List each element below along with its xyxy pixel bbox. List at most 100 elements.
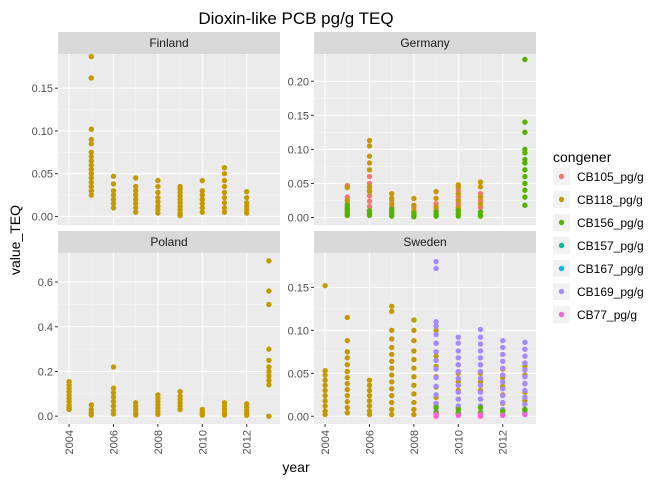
legend-key-swatch xyxy=(558,311,565,318)
data-point xyxy=(477,326,484,333)
legend-item: CB118_pg/g xyxy=(553,191,643,208)
data-point xyxy=(500,386,506,392)
data-point xyxy=(221,189,228,196)
data-point xyxy=(522,387,528,394)
data-point xyxy=(344,184,350,191)
data-point xyxy=(477,355,484,361)
data-point xyxy=(477,362,484,368)
y-tick-label: 0.0 xyxy=(38,411,53,423)
data-point xyxy=(221,194,228,201)
data-point xyxy=(389,344,395,351)
x-tick-label: 2010 xyxy=(197,430,209,454)
data-point xyxy=(133,175,139,181)
data-point xyxy=(433,265,439,272)
data-point xyxy=(344,398,350,405)
x-tick-label: 2006 xyxy=(365,430,377,454)
data-point xyxy=(411,374,417,380)
chart-title: Dioxin-like PCB pg/g TEQ xyxy=(198,9,393,28)
data-point xyxy=(433,327,439,334)
data-point xyxy=(266,377,272,384)
y-tick-label: 0.05 xyxy=(288,178,309,190)
data-point xyxy=(221,205,228,211)
data-point xyxy=(500,337,506,344)
legend-key-swatch xyxy=(558,173,565,180)
data-point xyxy=(411,327,417,334)
data-point xyxy=(500,379,506,385)
data-point xyxy=(344,314,350,321)
data-point xyxy=(133,196,139,203)
data-point xyxy=(266,382,272,388)
data-point xyxy=(433,319,439,325)
y-tick-label: 0.6 xyxy=(38,277,53,289)
data-point xyxy=(477,213,484,219)
data-point xyxy=(433,213,439,219)
data-point xyxy=(199,200,205,207)
data-point xyxy=(411,365,417,371)
data-point xyxy=(522,180,528,187)
x-tick-label: 2006 xyxy=(109,430,121,454)
data-point xyxy=(522,119,528,125)
data-point xyxy=(389,213,395,219)
data-point xyxy=(389,372,395,378)
data-point xyxy=(455,362,461,368)
data-point xyxy=(433,323,439,329)
data-point xyxy=(366,188,373,195)
data-point xyxy=(110,200,117,207)
data-point xyxy=(110,188,117,194)
data-point xyxy=(155,194,161,201)
data-point xyxy=(389,386,395,392)
data-point xyxy=(322,372,328,378)
data-point xyxy=(433,204,439,210)
data-point xyxy=(366,173,373,180)
data-point xyxy=(199,188,205,194)
data-point xyxy=(433,188,439,195)
data-point xyxy=(477,382,484,389)
data-point xyxy=(221,165,228,171)
data-point xyxy=(455,197,461,204)
data-point xyxy=(522,129,528,136)
data-point xyxy=(266,413,272,419)
data-point xyxy=(88,402,95,408)
facet-poland: Poland 0.0 0.2 0.4 0.6 2004 2006 2008 2010 2012 xyxy=(38,231,280,454)
data-point xyxy=(477,348,484,354)
y-tick-label: 0.00 xyxy=(32,211,53,223)
data-point xyxy=(477,368,484,375)
data-point xyxy=(344,368,350,375)
data-point xyxy=(389,201,395,207)
x-axis-label: year xyxy=(282,459,310,475)
legend-label: CB156_pg/g xyxy=(577,216,644,230)
data-point xyxy=(110,196,117,203)
data-point xyxy=(389,379,395,385)
data-point xyxy=(88,126,95,132)
data-point xyxy=(433,258,439,265)
data-point xyxy=(522,411,528,418)
data-point xyxy=(88,149,95,156)
data-point xyxy=(88,175,95,181)
data-point xyxy=(322,382,328,389)
data-point xyxy=(500,365,506,371)
data-point xyxy=(411,356,417,363)
data-point xyxy=(221,412,228,418)
data-point xyxy=(389,365,395,371)
data-point xyxy=(344,410,350,416)
data-point xyxy=(389,336,395,342)
legend-item: CB169_pg/g xyxy=(553,283,644,300)
data-point xyxy=(366,160,373,166)
data-point xyxy=(88,183,95,190)
data-point xyxy=(88,136,95,143)
data-point xyxy=(411,195,417,202)
data-point xyxy=(477,194,484,200)
data-point xyxy=(455,389,461,395)
data-point xyxy=(411,382,417,389)
data-point xyxy=(199,177,205,184)
data-point xyxy=(266,346,272,352)
data-point xyxy=(244,412,250,418)
data-point xyxy=(244,210,250,216)
panel-background xyxy=(58,253,280,424)
data-point xyxy=(199,192,205,198)
data-point xyxy=(433,392,439,398)
y-tick-label: 0.20 xyxy=(288,76,309,88)
data-point xyxy=(266,368,272,375)
data-point xyxy=(344,197,350,204)
data-point xyxy=(266,364,272,370)
